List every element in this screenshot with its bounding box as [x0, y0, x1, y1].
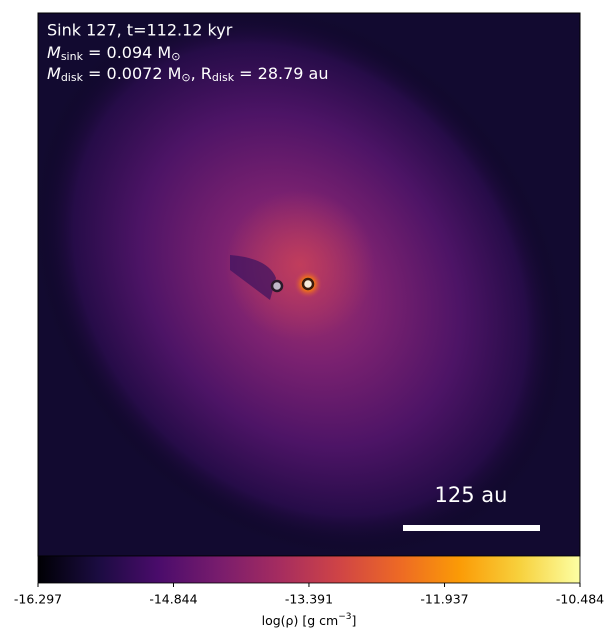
title: Sink 127, t=112.12 kyr: [47, 21, 233, 40]
colorbar-tick-label: -10.484: [556, 592, 604, 607]
colorbar-tick-label: -14.844: [149, 592, 197, 607]
sink-marker: [301, 277, 315, 291]
sink-mass: Msink = 0.094 M⊙: [47, 43, 180, 64]
scale-bar: [403, 525, 540, 531]
density-image: [37, 12, 581, 557]
colorbar-tick-label: -11.937: [420, 592, 468, 607]
disk-info: Mdisk = 0.0072 M⊙, Rdisk = 28.79 au: [47, 64, 328, 85]
colorbar-tick-label: -16.297: [14, 592, 62, 607]
scale-bar-label: 125 au: [435, 483, 508, 507]
sink-marker: [270, 279, 284, 293]
colorbar-tick-label: -13.391: [285, 592, 333, 607]
colorbar-label: log(ρ) [g cm−3]: [262, 612, 357, 628]
colorbar: [37, 555, 581, 584]
